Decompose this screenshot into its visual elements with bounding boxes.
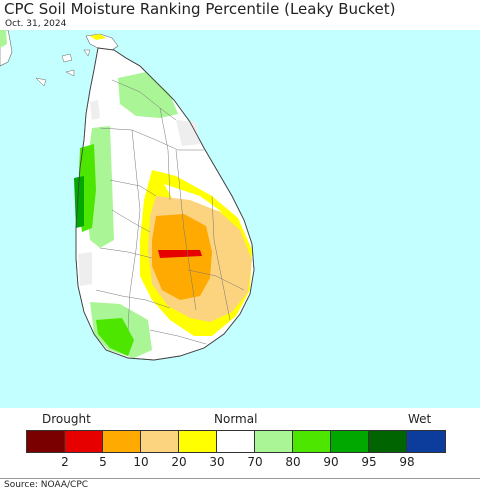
legend-tick-label: 98 [399, 455, 415, 469]
map-title: CPC Soil Moisture Ranking Percentile (Le… [4, 0, 396, 18]
west-gray-patch [78, 252, 92, 286]
legend-tick-label: 95 [361, 455, 377, 469]
legend-swatch-0 [27, 431, 65, 452]
legend-swatch-4 [179, 431, 217, 452]
legend-tick-label: 20 [171, 455, 187, 469]
legend-swatch-7 [293, 431, 331, 452]
legend-tick-label: 5 [99, 455, 107, 469]
legend-tick-label: 70 [247, 455, 263, 469]
legend-swatch-1 [65, 431, 103, 452]
legend: Drought Normal Wet 2 5 10 20 30 70 80 90 95 98 [0, 408, 480, 478]
north-green-region [118, 72, 178, 118]
ne-gray-patch [176, 120, 200, 146]
sw-green [96, 318, 134, 356]
legend-tick-label: 90 [323, 455, 339, 469]
india-green-patch [0, 30, 7, 48]
jaffna-yellow [90, 34, 106, 40]
sri-lanka-map [0, 30, 480, 408]
legend-swatch-8 [331, 431, 369, 452]
map-date: Oct. 31, 2024 [5, 19, 67, 29]
legend-swatch-2 [103, 431, 141, 452]
legend-swatch-9 [369, 431, 407, 452]
yellow-inner-white [164, 184, 222, 212]
legend-tick-label: 2 [61, 455, 69, 469]
legend-swatch-3 [141, 431, 179, 452]
source-text: Source: NOAA/CPC [4, 480, 89, 490]
legend-color-bar [26, 430, 446, 453]
nw-gray-patch [90, 100, 100, 120]
central-red-strip [158, 250, 202, 258]
legend-normal-label: Normal [214, 412, 258, 426]
legend-tick-label: 10 [133, 455, 149, 469]
legend-swatch-10 [407, 431, 445, 452]
central-orange-region [152, 214, 212, 300]
legend-tick-label: 30 [209, 455, 225, 469]
islands [35, 49, 91, 87]
legend-swatch-6 [255, 431, 293, 452]
district-borders [95, 79, 245, 345]
legend-drought-label: Drought [42, 412, 91, 426]
legend-wet-label: Wet [408, 412, 432, 426]
coastline-outline [75, 47, 255, 361]
legend-swatch-5 [217, 431, 255, 452]
legend-tick-label: 80 [285, 455, 301, 469]
source-footer: Source: NOAA/CPC [0, 478, 480, 494]
